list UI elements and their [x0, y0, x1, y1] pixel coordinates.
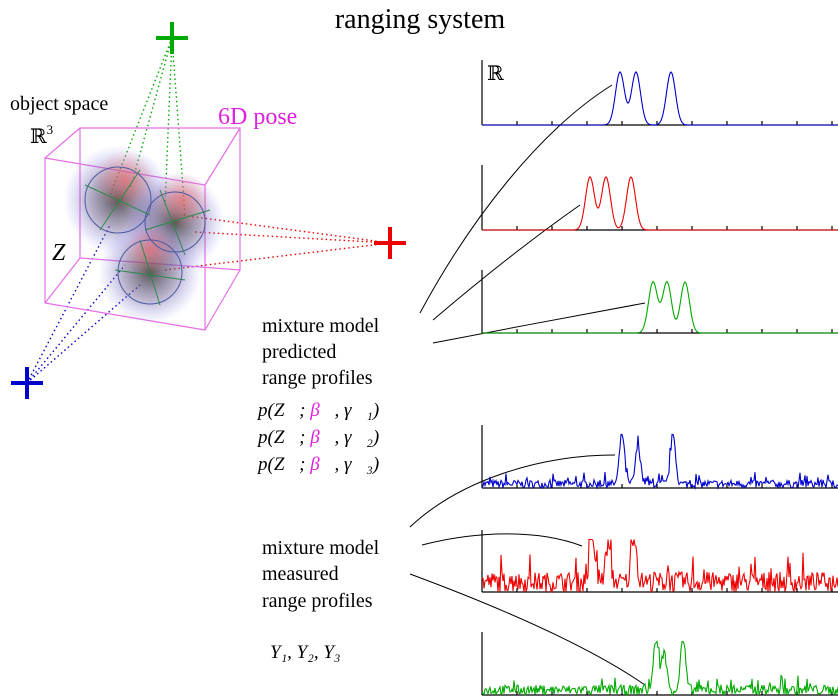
measured-text: mixture model measured range profiles — [262, 537, 380, 612]
sensors — [11, 22, 406, 399]
observations: Y₁, Y₂, Y₃ — [270, 642, 341, 663]
blobs — [63, 145, 225, 324]
predicted-line: range profiles — [262, 367, 373, 389]
formula-prefix: p(Z⃗; — [256, 427, 310, 448]
formula-pose: β⃗ — [309, 454, 334, 475]
formula: p(Z⃗; β⃗, γ⃗₁) — [256, 400, 379, 421]
profile-curve — [482, 176, 838, 231]
predicted-line: mixture model — [262, 315, 380, 337]
predicted-line: predicted — [262, 341, 336, 363]
exponent: 3 — [47, 122, 54, 137]
measured-line: range profiles — [262, 590, 373, 612]
object-space-symbol: ℝ3 — [30, 122, 53, 148]
formulas: p(Z⃗; β⃗, γ⃗₁) p(Z⃗; β⃗, γ⃗₂) p(Z⃗; β⃗, … — [256, 400, 379, 475]
profile-curve — [481, 433, 838, 491]
formula-suffix: , γ⃗₁) — [335, 400, 380, 421]
formula-pose: β⃗ — [309, 400, 334, 421]
profile-curve — [481, 538, 838, 594]
object-space-label: object space — [10, 93, 108, 115]
formula-suffix: , γ⃗₂) — [335, 427, 380, 448]
measured-line: measured — [262, 563, 339, 585]
measured-line: mixture model — [262, 537, 380, 559]
formula-prefix: p(Z⃗; — [256, 454, 310, 475]
pose-label: 6D pose — [218, 104, 297, 130]
plot-axis-label: ℝ — [487, 63, 504, 85]
formula-suffix: , γ⃗₃) — [335, 454, 380, 475]
profile-curve — [482, 280, 838, 334]
leaders — [409, 84, 646, 686]
title: ranging system — [335, 4, 506, 35]
profiles — [481, 60, 838, 697]
profile-curve — [481, 640, 838, 697]
predicted-text: mixture model predicted range profiles — [262, 315, 380, 389]
vector-label: Z⃗ — [52, 240, 84, 266]
symbol: ℝ — [30, 126, 47, 148]
formula: p(Z⃗; β⃗, γ⃗₃) — [256, 454, 379, 475]
formula-prefix: p(Z⃗; — [256, 400, 310, 421]
formula: p(Z⃗; β⃗, γ⃗₂) — [256, 427, 379, 448]
profile-curve — [482, 71, 838, 126]
formula-pose: β⃗ — [309, 427, 334, 448]
